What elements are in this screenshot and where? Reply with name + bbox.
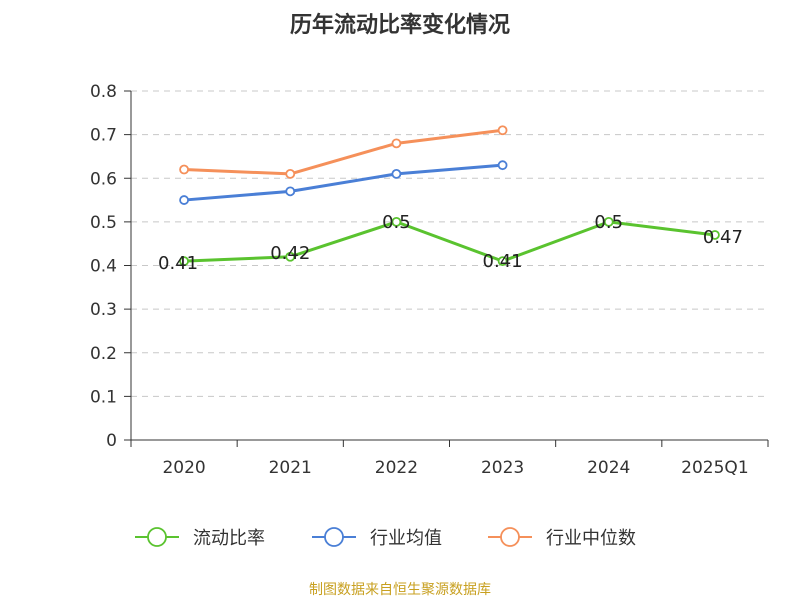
y-tick-label: 0 <box>106 431 117 451</box>
legend-label: 流动比率 <box>193 528 265 549</box>
data-point <box>179 164 189 175</box>
chart-title: 历年流动比率变化情况 <box>290 12 510 38</box>
y-tick-label: 0.5 <box>90 213 117 233</box>
x-tick-label: 2022 <box>375 458 418 478</box>
data-label: 0.42 <box>270 243 310 264</box>
series-line-0 <box>184 220 716 263</box>
y-tick-label: 0.6 <box>90 169 117 189</box>
legend: 流动比率 行业均值 行业中位数 <box>135 527 636 549</box>
x-tick-label: 2025Q1 <box>681 458 748 478</box>
data-point <box>285 251 296 262</box>
data-point <box>603 216 614 227</box>
data-label: 0.5 <box>382 212 411 233</box>
y-tick-label: 0.4 <box>90 257 117 277</box>
data-label: 0.5 <box>594 212 623 233</box>
source-note: 制图数据来自恒生聚源数据库 <box>309 582 491 598</box>
series-line-1 <box>183 163 503 202</box>
legend-label: 行业均值 <box>370 528 442 549</box>
series-layer <box>179 125 720 267</box>
legend-marker <box>147 527 167 547</box>
legend-marker <box>324 527 344 547</box>
data-point <box>497 256 508 267</box>
data-label: 0.47 <box>703 227 743 248</box>
data-point <box>285 168 296 179</box>
data-label: 0.41 <box>483 251 523 272</box>
series-line-2 <box>184 128 503 176</box>
x-tick-label: 2024 <box>587 458 630 478</box>
data-label: 0.41 <box>158 253 198 274</box>
data-point <box>497 125 508 136</box>
grid-layer <box>131 90 768 397</box>
legend-label: 行业中位数 <box>546 528 636 549</box>
data-point <box>497 160 508 171</box>
legend-marker <box>500 527 520 547</box>
data-point <box>179 195 189 205</box>
y-tick-label: 0.2 <box>90 344 117 364</box>
data-point <box>391 138 402 149</box>
x-tick-label: 2021 <box>269 458 312 478</box>
data-point <box>710 230 720 240</box>
data-point <box>285 186 296 197</box>
data-point <box>391 168 402 179</box>
x-tick-label: 2020 <box>162 458 205 478</box>
axis-layer: 0 0.1 0.2 0.3 0.4 0.5 0.6 0.7 0.8 2020 2021 2022 202… <box>90 82 769 478</box>
y-tick-label: 0.7 <box>90 126 117 146</box>
data-point <box>179 256 189 267</box>
y-tick-label: 0.3 <box>90 300 117 320</box>
label-layer: 0.41 0.42 0.5 0.41 0.5 0.47 <box>158 212 743 274</box>
data-point <box>391 216 402 227</box>
y-tick-label: 0.8 <box>90 82 117 102</box>
x-tick-label: 2023 <box>481 458 524 478</box>
y-tick-label: 0.1 <box>90 387 117 407</box>
